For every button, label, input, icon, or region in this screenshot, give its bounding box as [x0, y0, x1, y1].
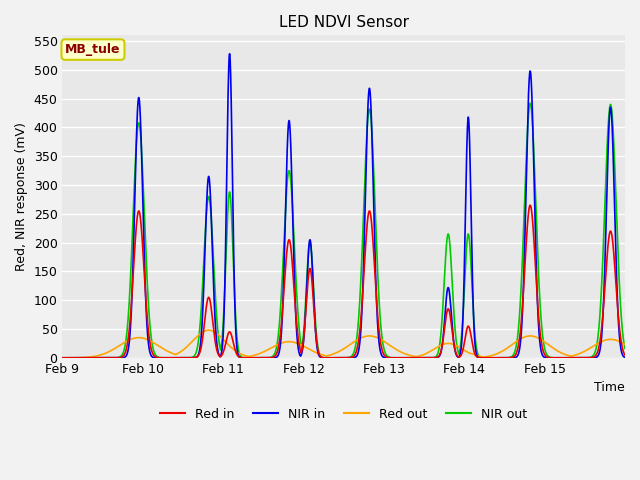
Line: NIR in: NIR in — [63, 54, 625, 358]
NIR in — [424, 355, 432, 360]
Red out — [274, 342, 282, 348]
NIR in — [59, 355, 67, 360]
NIR out — [59, 355, 67, 360]
Red out — [479, 354, 486, 360]
NIR out — [273, 340, 281, 346]
Red in — [526, 203, 534, 208]
Red out — [396, 348, 404, 354]
Line: NIR out: NIR out — [63, 103, 625, 358]
Red out — [205, 327, 212, 333]
Red out — [424, 349, 432, 355]
NIR out — [621, 346, 629, 351]
Red in — [396, 355, 404, 360]
Red in — [424, 355, 432, 360]
Red in — [478, 355, 486, 360]
Red out — [59, 355, 67, 360]
NIR in — [274, 353, 282, 359]
Red out — [621, 342, 629, 348]
Line: Red out: Red out — [63, 330, 625, 358]
NIR in — [226, 51, 234, 57]
NIR in — [479, 355, 486, 360]
NIR out — [526, 100, 534, 106]
NIR in — [161, 355, 168, 360]
NIR in — [521, 227, 529, 232]
Line: Red in: Red in — [63, 205, 625, 358]
NIR out — [478, 355, 486, 360]
NIR out — [161, 355, 168, 360]
Red in — [273, 348, 281, 354]
Y-axis label: Red, NIR response (mV): Red, NIR response (mV) — [15, 122, 28, 271]
Title: LED NDVI Sensor: LED NDVI Sensor — [278, 15, 409, 30]
NIR in — [621, 355, 629, 360]
Red out — [161, 347, 168, 352]
NIR out — [521, 189, 529, 195]
Legend: Red in, NIR in, Red out, NIR out: Red in, NIR in, Red out, NIR out — [155, 403, 532, 426]
Text: MB_tule: MB_tule — [65, 43, 121, 56]
Red in — [59, 355, 67, 360]
Red out — [521, 334, 529, 340]
Red in — [161, 355, 168, 360]
Red in — [521, 262, 529, 268]
NIR in — [396, 355, 404, 360]
Red in — [621, 352, 629, 358]
X-axis label: Time: Time — [595, 381, 625, 394]
NIR out — [396, 355, 404, 360]
NIR out — [424, 355, 432, 360]
